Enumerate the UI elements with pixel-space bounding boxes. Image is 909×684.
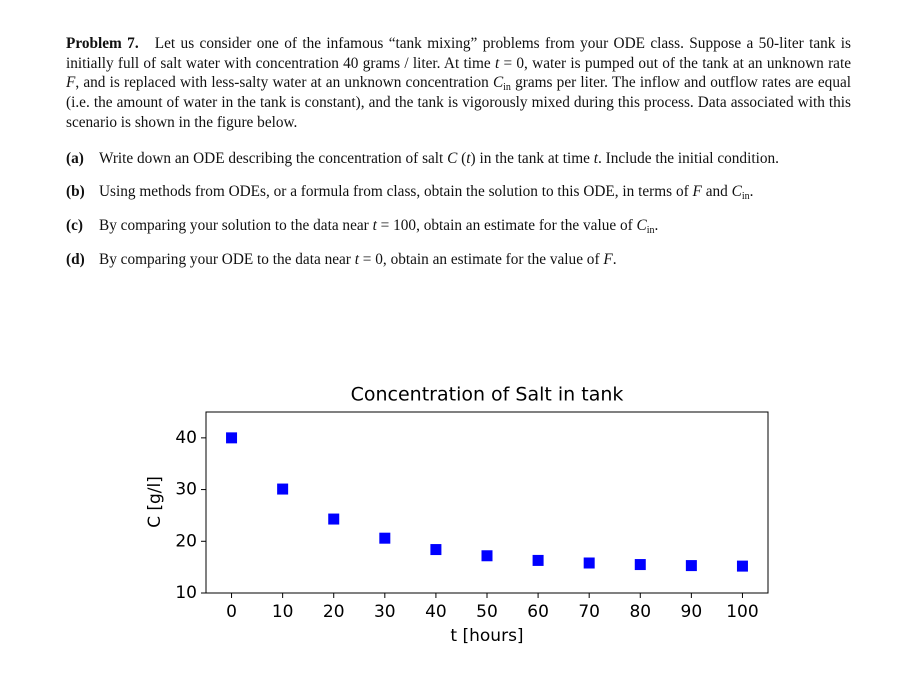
text: . Include the initial condition.	[597, 149, 779, 167]
text: .	[749, 183, 754, 201]
marker	[736, 560, 748, 572]
chart-title: Concentration of Salt in tank	[351, 384, 624, 406]
math: t	[593, 149, 598, 167]
math: F	[66, 74, 76, 92]
text: , water is pumped out of the tank at an …	[524, 54, 851, 72]
problem-label: Problem 7.	[66, 35, 139, 52]
marker	[532, 554, 544, 566]
part: (a) Write down an ODE describing the conc…	[66, 149, 851, 169]
math: t	[354, 250, 359, 268]
marker	[226, 432, 238, 444]
math: t	[372, 216, 377, 234]
x-tick-label: 40	[425, 602, 447, 622]
y-tick-label: 10	[175, 583, 197, 603]
part: (c) By comparing your solution to the dat…	[66, 216, 851, 236]
marker	[430, 544, 442, 556]
marker	[328, 513, 340, 525]
text: .	[612, 250, 617, 268]
x-tick-label: 70	[578, 602, 600, 622]
text: .	[654, 216, 659, 234]
text: By comparing your solution to the data n…	[99, 216, 373, 234]
marker	[634, 559, 646, 571]
y-tick-label: 30	[175, 480, 197, 500]
math: F	[692, 183, 702, 201]
text: Let us consider one of the infamous “tan…	[66, 35, 852, 72]
math: in	[503, 82, 511, 94]
x-tick-label: 10	[272, 602, 294, 622]
text: grams per liter. The inflow and outflow …	[66, 74, 852, 131]
intro: Problem 7. Let us consider one of the in…	[66, 34, 851, 133]
math: C	[492, 74, 504, 92]
text: By comparing your ODE to the data near	[99, 250, 355, 268]
math: t	[466, 149, 471, 167]
text: in the tank at time	[475, 149, 594, 167]
marker	[583, 557, 595, 569]
y-tick-label: 20	[175, 531, 197, 551]
part-label: (b)	[66, 183, 85, 201]
text: Write down an ODE describing the concent…	[99, 149, 448, 167]
text: and	[701, 183, 732, 201]
x-tick-label: 60	[527, 602, 549, 622]
x-axis-label: t [hours]	[450, 626, 523, 646]
math: = 0	[499, 54, 525, 72]
part-label: (d)	[66, 250, 85, 268]
part-label: (a)	[66, 149, 84, 167]
marker	[685, 560, 697, 572]
x-tick-label: 20	[323, 602, 345, 622]
x-tick-label: 100	[726, 602, 758, 622]
text: , obtain an estimate for the value of	[416, 216, 637, 234]
text: , and is replaced with less-salty water …	[75, 74, 493, 92]
math: C	[447, 149, 458, 167]
part-label: (c)	[66, 216, 83, 234]
marker	[379, 532, 391, 544]
x-tick-label: 0	[226, 602, 237, 622]
x-tick-label: 90	[681, 602, 703, 622]
y-tick-label: 40	[175, 428, 197, 448]
part: (d) By comparing your ODE to the data nea…	[66, 250, 851, 270]
text: , obtain an estimate for the value of	[382, 250, 604, 268]
problem: Problem 7. Let us consider one of the in…	[66, 34, 851, 269]
part: (b) Using methods from ODEs, or a formula…	[66, 182, 851, 202]
x-tick-label: 30	[374, 602, 396, 622]
math: (	[457, 149, 467, 167]
math: in	[646, 224, 655, 236]
math: C	[731, 183, 742, 201]
math: C	[636, 216, 647, 234]
math: F	[603, 250, 613, 268]
plot-frame	[205, 411, 769, 594]
x-tick-label: 80	[629, 602, 651, 622]
math: in	[741, 191, 750, 203]
y-axis-label: C [g/l]	[145, 476, 165, 528]
math: t	[494, 54, 500, 72]
text: Using methods from ODEs, or a formula fr…	[99, 183, 693, 201]
math: )	[470, 149, 476, 167]
marker	[481, 550, 493, 562]
x-tick-label: 50	[476, 602, 498, 622]
math: = 0	[358, 250, 383, 268]
math: = 100	[376, 216, 417, 234]
marker	[277, 483, 289, 495]
